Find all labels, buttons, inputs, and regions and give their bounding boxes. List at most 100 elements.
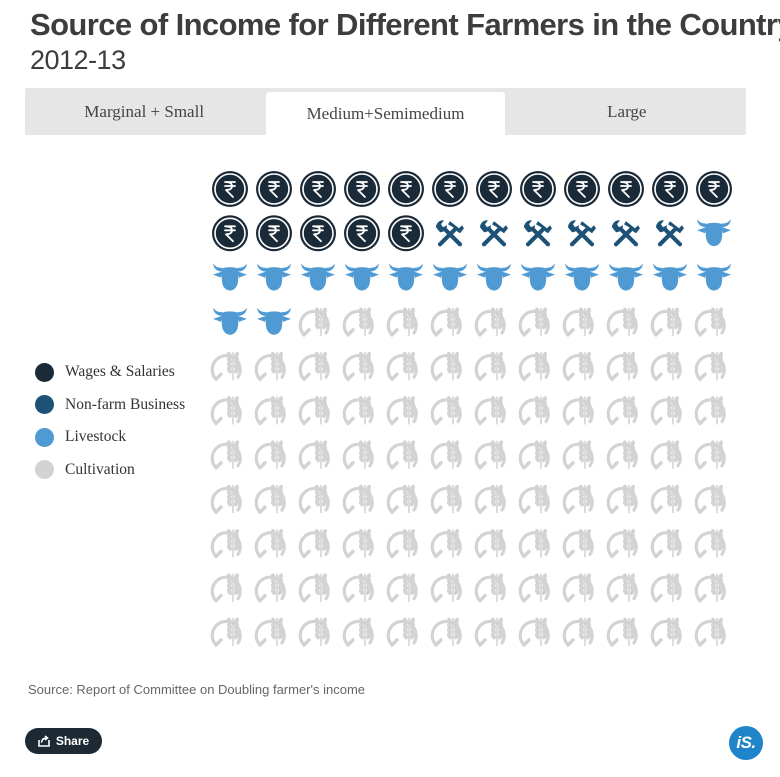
waffle-unit-wheat-sickle-icon xyxy=(210,440,242,470)
legend-item-wages: Wages & Salaries xyxy=(35,356,185,389)
waffle-unit-wheat-sickle-icon xyxy=(650,484,682,514)
waffle-unit-wheat-sickle-icon xyxy=(254,396,286,426)
waffle-unit-hammer-wrench-icon xyxy=(479,220,508,247)
waffle-unit-cow-head-icon xyxy=(433,263,467,291)
chart-title: Source of Income for Different Farmers i… xyxy=(30,7,780,42)
legend-item-nonfarm: Non-farm Business xyxy=(35,389,185,422)
waffle-chart xyxy=(210,171,732,647)
waffle-unit-wheat-sickle-icon xyxy=(342,440,374,470)
waffle-unit-rupee-coin-icon xyxy=(696,171,732,207)
waffle-unit-wheat-sickle-icon xyxy=(694,396,726,426)
waffle-unit-wheat-sickle-icon xyxy=(694,351,726,381)
waffle-unit-wheat-sickle-icon xyxy=(298,484,330,514)
waffle-unit-wheat-sickle-icon xyxy=(430,396,462,426)
legend-label-livestock: Livestock xyxy=(65,428,127,446)
waffle-unit-wheat-sickle-icon xyxy=(386,573,418,603)
waffle-unit-wheat-sickle-icon xyxy=(518,440,550,470)
source-note: Source: Report of Committee on Doubling … xyxy=(28,682,366,697)
waffle-unit-wheat-sickle-icon xyxy=(342,573,374,603)
waffle-unit-wheat-sickle-icon xyxy=(430,307,462,337)
waffle-unit-wheat-sickle-icon xyxy=(342,396,374,426)
waffle-unit-wheat-sickle-icon xyxy=(430,573,462,603)
waffle-unit-wheat-sickle-icon xyxy=(518,307,550,337)
waffle-unit-rupee-coin-icon xyxy=(564,171,600,207)
waffle-unit-wheat-sickle-icon xyxy=(606,307,638,337)
waffle-unit-wheat-sickle-icon xyxy=(650,573,682,603)
waffle-unit-cow-head-icon xyxy=(477,263,511,291)
waffle-unit-wheat-sickle-icon xyxy=(694,617,726,647)
waffle-unit-wheat-sickle-icon xyxy=(474,529,506,559)
waffle-unit-wheat-sickle-icon xyxy=(254,573,286,603)
waffle-unit-wheat-sickle-icon xyxy=(606,396,638,426)
waffle-unit-wheat-sickle-icon xyxy=(518,617,550,647)
waffle-unit-wheat-sickle-icon xyxy=(342,351,374,381)
waffle-unit-rupee-coin-icon xyxy=(212,171,248,207)
waffle-unit-hammer-wrench-icon xyxy=(611,220,640,247)
tab-large[interactable]: Large xyxy=(607,101,647,121)
waffle-unit-wheat-sickle-icon xyxy=(298,573,330,603)
waffle-unit-rupee-coin-icon xyxy=(388,215,424,252)
farmer-category-tabs: Marginal + Small Medium+Semimedium Large xyxy=(25,88,746,135)
waffle-unit-wheat-sickle-icon xyxy=(342,529,374,559)
waffle-unit-wheat-sickle-icon xyxy=(562,484,594,514)
waffle-unit-wheat-sickle-icon xyxy=(650,396,682,426)
waffle-unit-cow-head-icon xyxy=(389,263,423,291)
waffle-unit-rupee-coin-icon xyxy=(476,171,512,207)
waffle-unit-wheat-sickle-icon xyxy=(606,573,638,603)
waffle-unit-wheat-sickle-icon xyxy=(210,573,242,603)
waffle-unit-wheat-sickle-icon xyxy=(298,307,330,337)
waffle-unit-wheat-sickle-icon xyxy=(386,529,418,559)
tab-marginal-small[interactable]: Marginal + Small xyxy=(84,101,205,121)
waffle-unit-rupee-coin-icon xyxy=(652,171,688,207)
waffle-unit-hammer-wrench-icon xyxy=(523,220,552,247)
waffle-unit-wheat-sickle-icon xyxy=(518,529,550,559)
waffle-unit-wheat-sickle-icon xyxy=(386,440,418,470)
legend: Wages & Salaries Non-farm Business Lives… xyxy=(35,356,185,486)
waffle-unit-wheat-sickle-icon xyxy=(298,396,330,426)
waffle-unit-wheat-sickle-icon xyxy=(694,307,726,337)
waffle-unit-wheat-sickle-icon xyxy=(562,573,594,603)
waffle-unit-wheat-sickle-icon xyxy=(650,307,682,337)
waffle-unit-wheat-sickle-icon xyxy=(386,617,418,647)
waffle-unit-wheat-sickle-icon xyxy=(298,529,330,559)
waffle-unit-rupee-coin-icon xyxy=(256,215,292,252)
tab-medium-semimedium[interactable]: Medium+Semimedium xyxy=(266,92,505,135)
waffle-unit-wheat-sickle-icon xyxy=(474,573,506,603)
waffle-unit-wheat-sickle-icon xyxy=(606,484,638,514)
waffle-unit-rupee-coin-icon xyxy=(300,171,336,207)
waffle-unit-cow-head-icon xyxy=(697,219,731,247)
waffle-unit-wheat-sickle-icon xyxy=(694,529,726,559)
waffle-unit-wheat-sickle-icon xyxy=(606,617,638,647)
waffle-unit-wheat-sickle-icon xyxy=(210,484,242,514)
waffle-unit-wheat-sickle-icon xyxy=(562,307,594,337)
waffle-unit-wheat-sickle-icon xyxy=(210,617,242,647)
waffle-unit-cow-head-icon xyxy=(301,263,335,291)
waffle-unit-wheat-sickle-icon xyxy=(254,529,286,559)
brand-logo: iS. xyxy=(729,726,763,760)
waffle-unit-wheat-sickle-icon xyxy=(430,351,462,381)
waffle-unit-cow-head-icon xyxy=(653,263,687,291)
share-button[interactable]: Share xyxy=(25,728,102,754)
waffle-unit-wheat-sickle-icon xyxy=(474,484,506,514)
legend-label-nonfarm: Non-farm Business xyxy=(65,395,186,413)
waffle-unit-wheat-sickle-icon xyxy=(562,440,594,470)
waffle-unit-wheat-sickle-icon xyxy=(650,529,682,559)
waffle-unit-wheat-sickle-icon xyxy=(562,529,594,559)
waffle-unit-wheat-sickle-icon xyxy=(518,484,550,514)
waffle-unit-wheat-sickle-icon xyxy=(386,396,418,426)
waffle-unit-wheat-sickle-icon xyxy=(562,396,594,426)
waffle-unit-rupee-coin-icon xyxy=(388,171,424,207)
waffle-unit-wheat-sickle-icon xyxy=(518,396,550,426)
waffle-unit-wheat-sickle-icon xyxy=(210,396,242,426)
waffle-unit-cow-head-icon xyxy=(257,263,291,291)
waffle-unit-cow-head-icon xyxy=(345,263,379,291)
waffle-unit-cow-head-icon xyxy=(257,307,291,335)
waffle-unit-wheat-sickle-icon xyxy=(430,484,462,514)
waffle-unit-wheat-sickle-icon xyxy=(650,440,682,470)
waffle-unit-wheat-sickle-icon xyxy=(474,396,506,426)
waffle-unit-wheat-sickle-icon xyxy=(210,351,242,381)
share-label: Share xyxy=(55,734,90,748)
waffle-unit-wheat-sickle-icon xyxy=(474,351,506,381)
legend-swatch-wages xyxy=(35,362,54,382)
waffle-unit-wheat-sickle-icon xyxy=(606,351,638,381)
